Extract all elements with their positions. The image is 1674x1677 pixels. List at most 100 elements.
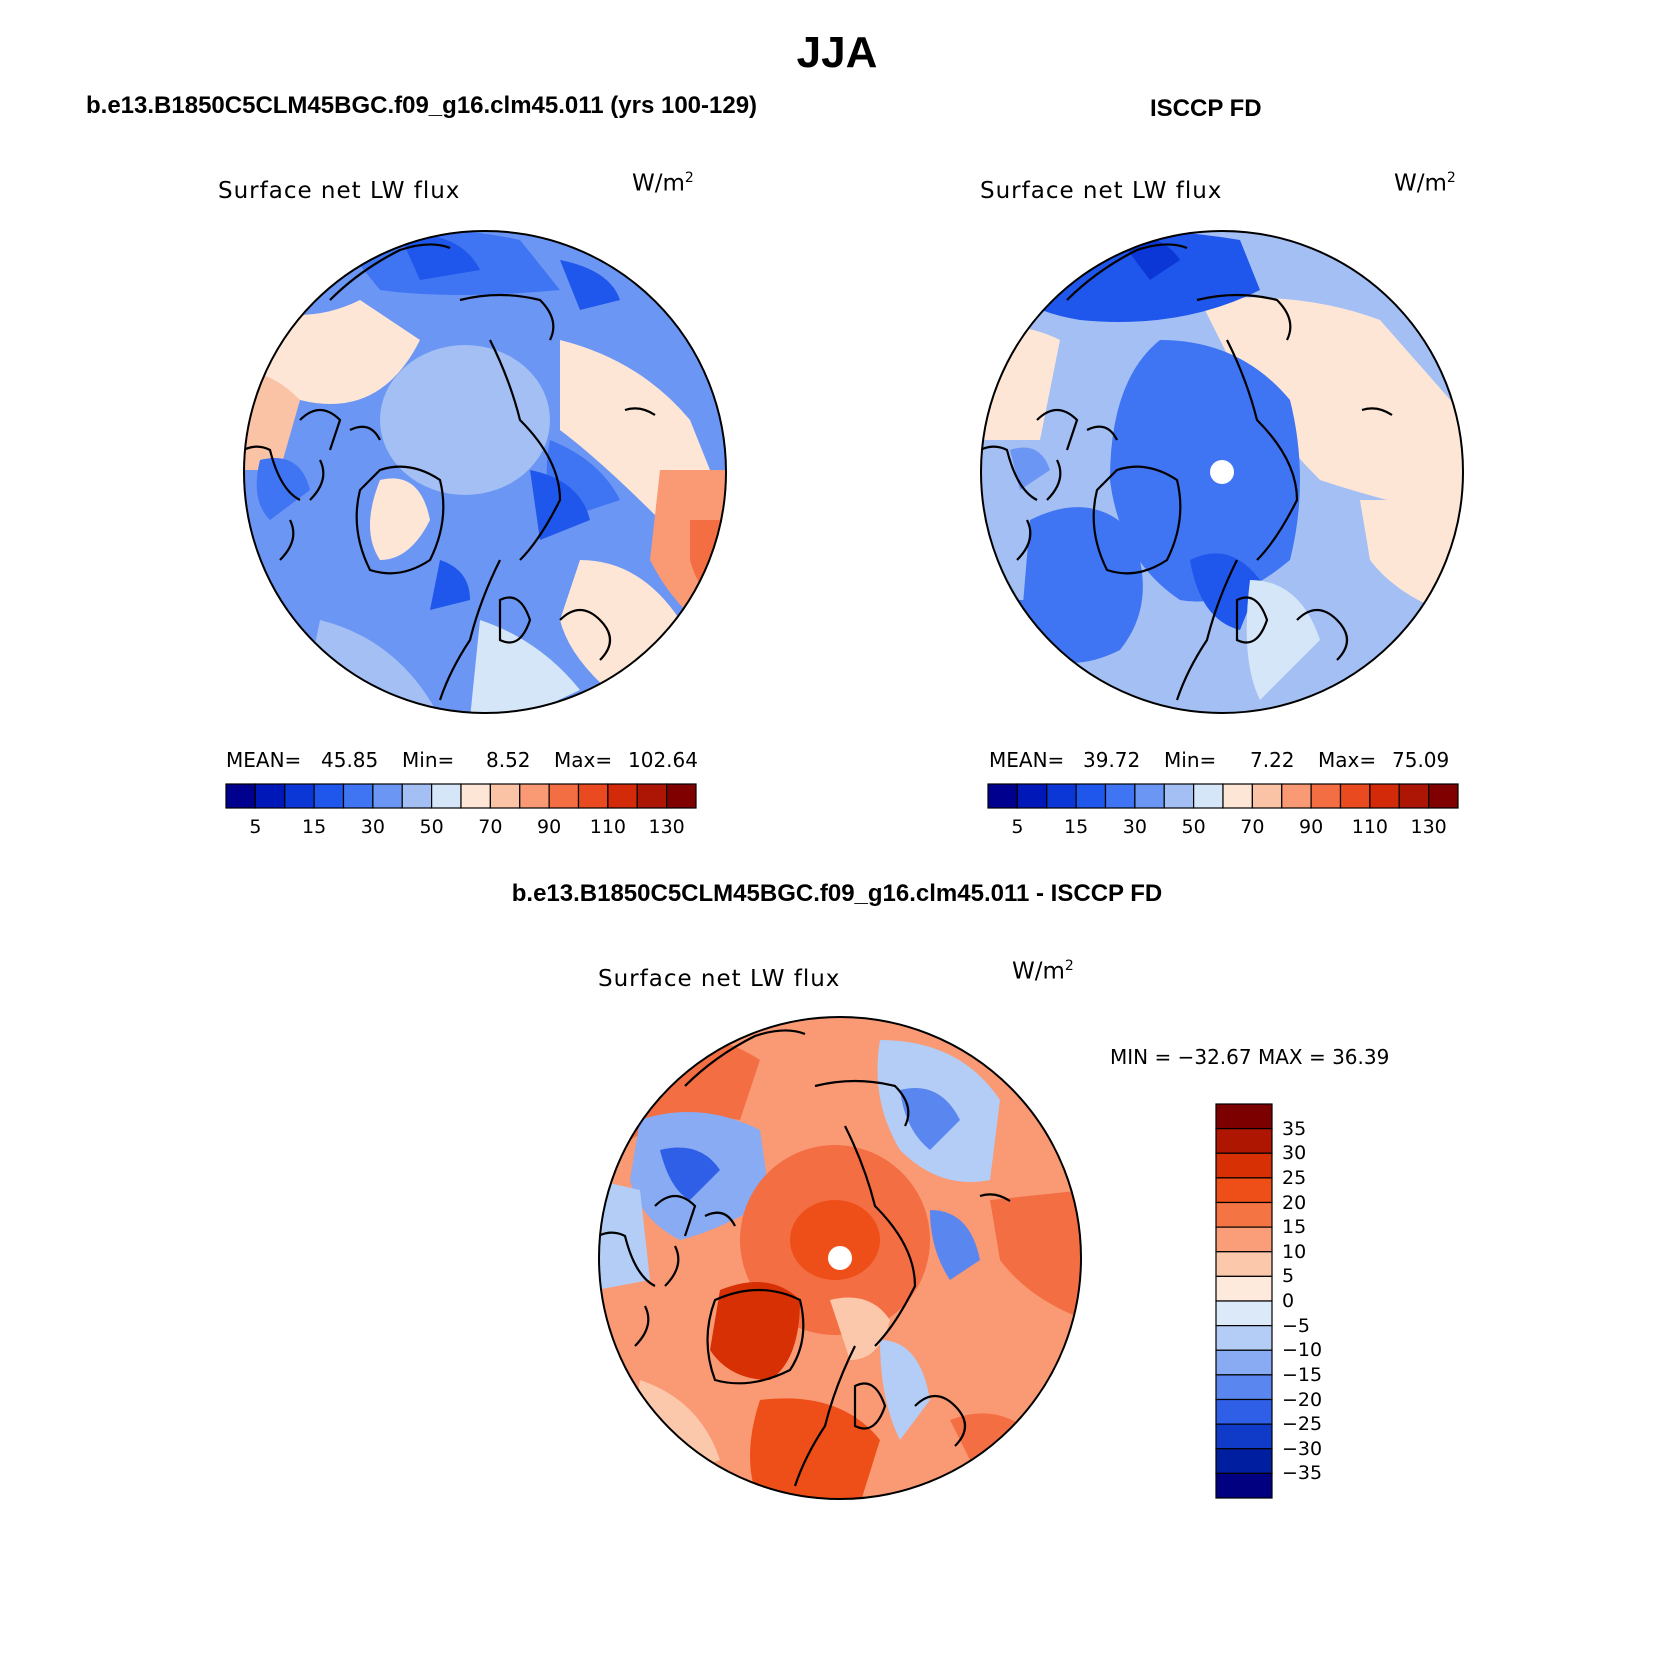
diff-minmax: MIN = −32.67 MAX = 36.39 [1110,1045,1390,1069]
colorbar-tick-label: 15 [1064,816,1089,838]
right-min-value: 7.22 [1250,748,1295,772]
left-colorbar-swatch [313,783,345,809]
diff-colorbar-tick-label: 25 [1282,1166,1307,1189]
left-plot-title: Surface net LW flux [218,178,461,204]
left-map-field [244,231,726,713]
diff-colorbar-swatch [1215,1251,1273,1277]
colorbar-tick-label: 5 [249,816,262,838]
diff-colorbar-tick-label: 10 [1282,1240,1307,1263]
right-colorbar-swatch [1016,783,1048,809]
left-colorbar-swatch [577,783,609,809]
colorbar-tick-label: 50 [419,816,444,838]
diff-colorbar-swatch [1215,1128,1273,1154]
left-mean-value: 45.85 [321,748,379,772]
colorbar-tick-label: 70 [478,816,503,838]
diff-colorbar-tick-label: 0 [1282,1290,1295,1312]
diff-colorbar-swatch [1215,1300,1273,1327]
diff-colorbar-tick-label: −5 [1282,1314,1311,1337]
left-colorbar-swatch [284,783,315,809]
colorbar-tick-label: 90 [1299,816,1324,838]
diff-map-border [598,1016,1082,1500]
diff-colorbar-swatch [1215,1226,1273,1253]
right-colorbar-swatch [1369,783,1400,809]
colorbar-tick-label: 90 [537,816,562,838]
left-colorbar-swatch [607,783,638,809]
diff-map-coastlines [599,1029,1011,1487]
right-map-pole-hole [1210,460,1234,484]
left-max-value: 102.64 [628,748,698,772]
right-colorbar-swatch [1428,783,1459,809]
left-colorbar-swatch [401,783,433,809]
colorbar-tick-label: 30 [1122,816,1147,838]
right-colorbar-swatch [987,783,1018,809]
diff-colorbar-tick-label: 35 [1282,1117,1307,1140]
left-units: W/m2 [632,170,694,197]
colorbar-tick-label: 110 [1351,816,1388,838]
left-colorbar-swatch [489,783,521,809]
left-colorbar-swatch [460,783,491,809]
right-mean-value: 39.72 [1083,748,1141,772]
right-colorbar-swatch [1339,783,1371,809]
diff-colorbar-swatch [1215,1325,1273,1351]
colorbar-tick-label: 110 [589,816,626,838]
right-map-border [980,230,1464,714]
diff-colorbar [1215,1103,1273,1499]
colorbar-tick-label: 5 [1011,816,1024,838]
left-colorbar-swatch [548,783,580,809]
left-panel-case-title: b.e13.B1850C5CLM45BGC.f09_g16.clm45.011 … [86,92,758,119]
right-colorbar-swatch [1163,783,1195,809]
left-colorbar-swatch [342,783,374,809]
diff-colorbar-tick-label: −10 [1282,1339,1323,1362]
diff-colorbar-swatch [1215,1152,1273,1179]
figure-title: JJA [796,28,878,77]
left-colorbar-swatch [519,783,550,809]
diff-colorbar-tick-label: 20 [1282,1191,1307,1214]
diff-colorbar-swatch [1215,1374,1273,1401]
diff-colorbar-swatch [1215,1177,1273,1204]
colorbar-tick-label: 30 [360,816,385,838]
diff-colorbar-tick-label: 5 [1282,1265,1295,1288]
diff-colorbar-swatch [1215,1423,1273,1450]
left-min-label: Min= [402,748,455,772]
left-map-border [243,230,727,714]
diff-colorbar-swatch [1215,1275,1273,1302]
diff-colorbar-swatch [1215,1448,1273,1474]
right-max-value: 75.09 [1392,748,1450,772]
right-colorbar-swatch [1134,783,1165,809]
left-max-label: Max= [554,748,613,772]
right-mean-label: MEAN= [989,748,1065,772]
left-colorbar-swatch [372,783,403,809]
right-colorbar-swatch [1075,783,1107,809]
right-colorbar-swatch [1046,783,1077,809]
diff-colorbar-tick-label: −35 [1282,1462,1323,1485]
left-mean-label: MEAN= [226,748,302,772]
diff-panel-case-title: b.e13.B1850C5CLM45BGC.f09_g16.clm45.011 … [511,880,1163,907]
right-colorbar-swatch [1310,783,1342,809]
diff-colorbar-tick-label: −30 [1282,1437,1323,1460]
colorbar-tick-label: 70 [1240,816,1265,838]
right-colorbar-swatch [1104,783,1136,809]
right-colorbar-swatch [1193,783,1224,809]
diff-colorbar-swatch [1215,1103,1273,1130]
right-panel-case-title: ISCCP FD [1150,95,1262,122]
diff-map-pole-hole [828,1246,852,1270]
diff-colorbar-swatch [1215,1349,1273,1376]
right-units: W/m2 [1394,170,1456,197]
right-plot-title: Surface net LW flux [980,178,1223,204]
diff-colorbar-swatch [1215,1472,1273,1499]
left-colorbar-swatch [666,783,697,809]
diff-colorbar-swatch [1215,1201,1273,1228]
left-min-value: 8.52 [486,748,531,772]
right-colorbar-swatch [1251,783,1283,809]
left-colorbar-swatch [254,783,286,809]
diff-units: W/m2 [1012,958,1074,985]
right-min-label: Min= [1164,748,1217,772]
left-colorbar-swatch [636,783,668,809]
diff-colorbar-tick-label: 15 [1282,1216,1307,1239]
colorbar-tick-label: 130 [1410,816,1447,838]
left-colorbar [225,783,697,809]
left-colorbar-swatch [431,783,462,809]
right-colorbar-swatch [1222,783,1253,809]
diff-colorbar-tick-label: −25 [1282,1413,1323,1436]
